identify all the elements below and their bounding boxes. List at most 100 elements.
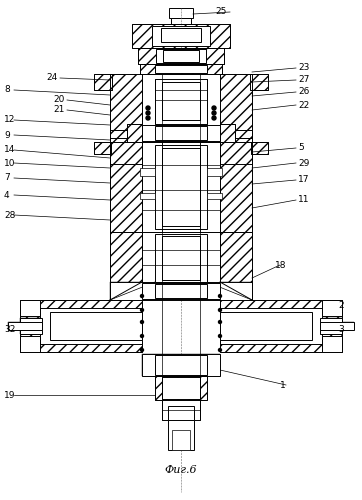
Bar [155,234,207,282]
Circle shape [219,294,222,298]
Bar [127,124,235,142]
Text: 27: 27 [298,76,310,84]
Text: 12: 12 [4,116,15,124]
Bar [155,145,207,229]
Circle shape [140,320,143,324]
Text: 4: 4 [4,190,10,200]
Bar [155,79,207,124]
Bar [8,322,42,330]
Bar [152,26,210,46]
Text: 20: 20 [54,96,65,104]
Circle shape [212,111,216,115]
Bar [127,124,235,142]
Bar [320,318,342,334]
Circle shape [219,320,222,324]
Bar [220,308,322,344]
Bar [20,336,40,352]
Bar [155,376,207,400]
Circle shape [140,334,143,338]
Bar [162,148,200,226]
Text: 2: 2 [338,300,344,310]
Bar [155,65,207,73]
Bar [250,74,268,90]
Bar [220,74,252,164]
Bar [94,142,111,154]
Bar [138,48,224,64]
Bar [220,300,342,352]
Bar [235,130,252,138]
Text: 11: 11 [298,196,310,204]
Bar [20,300,142,352]
Text: 7: 7 [4,174,10,182]
Bar [172,430,190,450]
Bar [110,282,252,300]
Bar [140,193,155,199]
Circle shape [140,294,143,298]
Text: 24: 24 [47,74,58,82]
Text: 17: 17 [298,176,310,184]
Text: 32: 32 [4,326,15,334]
Bar [20,318,42,334]
Bar [50,312,142,340]
Text: 14: 14 [4,146,15,154]
Text: 29: 29 [298,158,310,168]
Circle shape [212,106,216,110]
Bar [251,142,268,154]
Bar [110,74,142,164]
Text: 23: 23 [298,64,310,72]
Bar [20,300,40,316]
Text: 25: 25 [215,8,226,16]
Bar [220,142,252,232]
Bar [162,400,200,420]
Bar [110,130,127,138]
Bar [110,232,142,284]
Bar [322,336,342,352]
Bar [142,354,220,376]
Circle shape [212,116,216,120]
Bar [220,300,342,352]
Bar [110,142,142,232]
Bar [110,142,142,232]
Text: 21: 21 [54,106,65,114]
Bar [155,376,207,400]
Bar [142,354,220,376]
Text: 22: 22 [298,100,309,110]
Bar [162,377,200,399]
Bar [162,236,200,280]
Bar [220,142,252,232]
Text: 19: 19 [4,390,16,400]
Bar [142,283,220,299]
Bar [220,312,312,340]
Bar [20,318,42,334]
Circle shape [140,308,143,312]
Bar [220,74,252,164]
Bar [8,322,42,330]
Bar [162,82,200,120]
Bar [320,322,354,330]
Bar [140,64,222,74]
Circle shape [219,334,222,338]
Bar [132,24,230,48]
Bar [171,18,191,24]
Circle shape [219,308,222,312]
Bar [161,28,201,42]
Bar [142,125,220,141]
Bar [322,300,342,316]
Bar [140,168,155,176]
Bar [156,49,206,63]
Text: Фиг.6: Фиг.6 [165,465,197,475]
Bar [110,74,142,164]
Text: 8: 8 [4,86,10,94]
Bar [110,232,142,284]
Bar [20,300,142,352]
Bar [168,420,194,450]
Text: 10: 10 [4,158,16,168]
Bar [138,48,224,64]
Bar [155,126,207,140]
Bar [320,318,342,334]
Bar [142,232,220,284]
Circle shape [219,348,222,352]
Bar [251,142,268,154]
Text: 18: 18 [275,260,286,270]
Bar [155,284,207,298]
